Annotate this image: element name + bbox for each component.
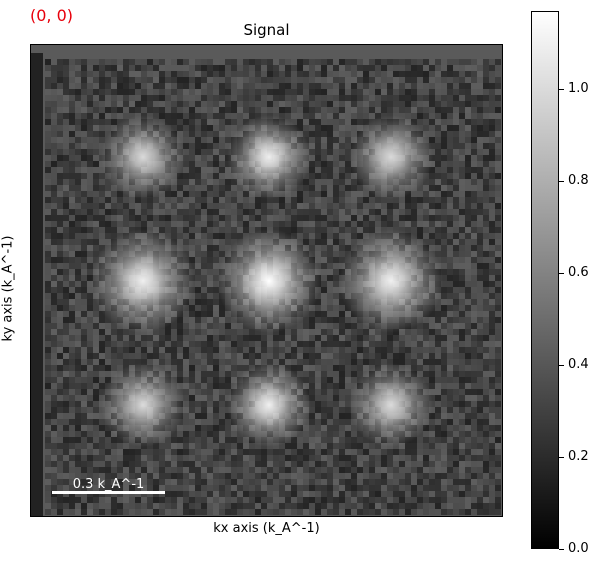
colorbar-tick — [559, 365, 564, 366]
diffraction-spot — [349, 115, 433, 199]
colorbar-tick — [559, 273, 564, 274]
colorbar-tick-label: 0.4 — [568, 357, 589, 372]
diffraction-spot — [227, 363, 311, 447]
colorbar-tick — [559, 181, 564, 182]
colorbar-tick-label: 0.6 — [568, 265, 589, 280]
chart-title: Signal — [243, 21, 290, 39]
scale-bar-label: 0.3 k_A^-1 — [72, 477, 145, 492]
x-axis-label: kx axis (k_A^-1) — [213, 521, 320, 536]
scale-bar — [52, 491, 165, 494]
colorbar-tick — [559, 89, 564, 90]
diffraction-spot — [91, 229, 195, 333]
diffraction-spot — [349, 363, 433, 447]
diffraction-spot — [101, 363, 185, 447]
colorbar-tick-label: 0.2 — [568, 449, 589, 464]
heatmap-plot-area[interactable] — [30, 44, 503, 517]
diffraction-spot — [339, 229, 443, 333]
y-axis-label: ky axis (k_A^-1) — [0, 235, 16, 342]
colorbar-tick-label: 1.0 — [568, 81, 589, 96]
diffraction-spot — [217, 229, 321, 333]
diffraction-spot — [101, 115, 185, 199]
colorbar — [531, 11, 559, 549]
colorbar-tick-label: 0.0 — [568, 541, 589, 556]
heatmap-image — [31, 45, 502, 516]
colorbar-tick — [559, 549, 564, 550]
coordinate-label: (0, 0) — [30, 6, 74, 25]
diffraction-spot — [227, 115, 311, 199]
colorbar-tick-label: 0.8 — [568, 173, 589, 188]
colorbar-tick — [559, 457, 564, 458]
